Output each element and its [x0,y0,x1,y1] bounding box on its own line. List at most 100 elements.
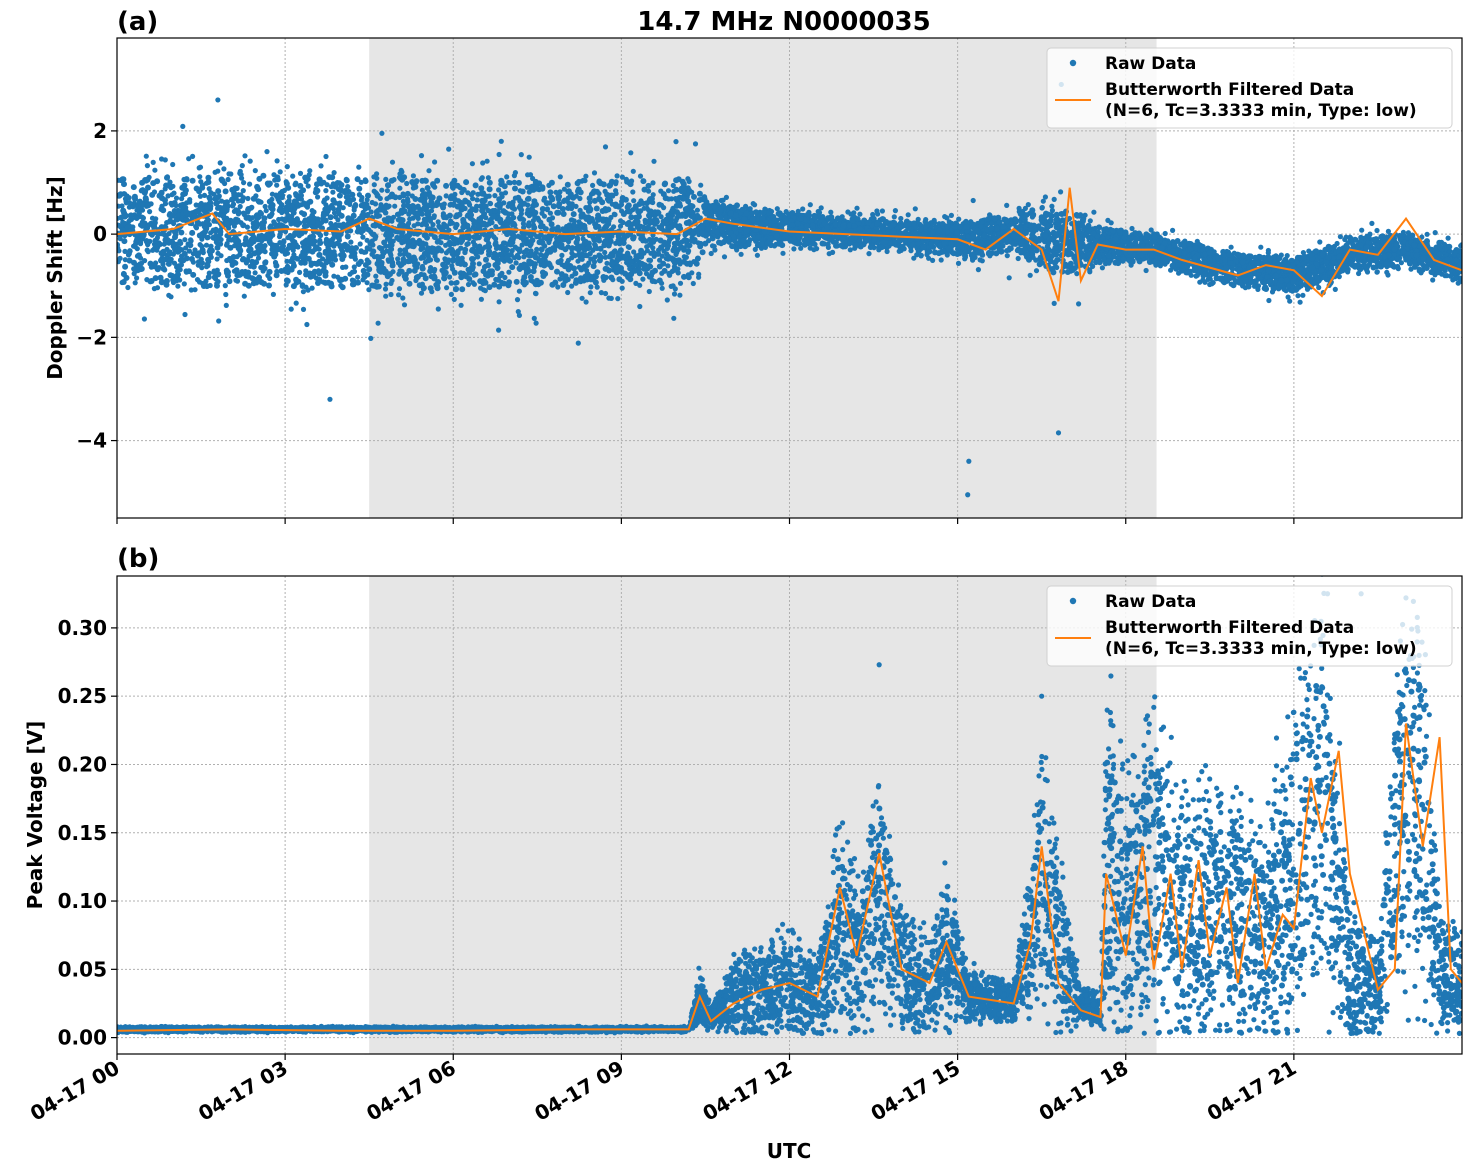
raw-data-point [274,158,280,164]
raw-data-point [358,249,364,255]
raw-data-point [389,159,396,165]
raw-data-point [356,192,362,198]
raw-data-point [397,185,403,191]
raw-data-point [970,197,976,204]
raw-data-point [979,258,985,264]
raw-data-point [677,292,683,298]
raw-data-point [526,154,532,160]
raw-data-point [223,291,229,298]
raw-data-point [791,246,797,252]
raw-data-point [905,212,911,218]
raw-data-point [252,168,258,174]
raw-data-point [525,172,531,178]
raw-data-point [1337,234,1343,240]
raw-data-point [161,241,167,247]
raw-data-point [470,280,476,286]
raw-data-point [1058,189,1064,195]
raw-data-point [1255,283,1262,289]
raw-data-point [1228,244,1234,250]
raw-data-point [811,247,817,253]
raw-data-point [847,247,853,253]
raw-data-point [136,210,142,217]
raw-data-point [1374,227,1380,234]
raw-data-point [375,320,381,326]
raw-data-point [282,217,288,223]
raw-data-point [1049,207,1055,214]
raw-data-point [1251,283,1258,289]
raw-data-point [561,186,568,192]
raw-data-point [345,184,351,190]
raw-data-point [277,240,283,246]
raw-data-point [183,245,189,251]
raw-data-point [573,203,579,209]
raw-data-point [955,260,962,266]
raw-data-point [435,219,441,225]
raw-data-point [216,318,222,324]
raw-data-point [505,203,511,209]
raw-data-point [1143,267,1149,274]
raw-data-point [307,168,313,174]
raw-data-point [577,195,583,202]
raw-data-point [469,161,475,167]
raw-data-point [1006,275,1012,281]
raw-data-point [510,215,516,221]
raw-data-point [1300,250,1306,256]
raw-data-point [182,237,188,243]
raw-data-point [357,241,363,247]
raw-data-point [498,138,504,144]
raw-data-point [247,181,253,187]
raw-data-point [896,248,902,254]
raw-data-point [154,285,161,291]
raw-data-point [443,250,449,256]
raw-data-point [238,172,244,178]
raw-data-point [197,174,203,180]
raw-data-point [208,190,214,196]
raw-data-point [274,182,280,188]
raw-data-point [180,123,186,129]
raw-data-point [516,312,523,318]
raw-data-point [518,152,524,158]
raw-data-point [542,195,548,201]
raw-data-point [487,201,494,207]
raw-data-point [139,214,145,220]
raw-data-point [141,316,147,322]
raw-data-point [368,335,374,341]
raw-data-point [388,252,394,258]
raw-data-point [1265,250,1271,256]
raw-data-point [1039,236,1045,242]
raw-data-point [398,167,404,173]
raw-data-point [252,270,258,276]
raw-data-point [351,268,358,275]
raw-data-point [297,170,304,176]
raw-data-point [1197,279,1203,285]
raw-data-point [404,180,410,187]
raw-data-point [418,290,425,296]
raw-data-point [286,194,292,200]
raw-data-point [1099,265,1105,271]
raw-data-point [371,182,377,188]
raw-data-point [590,182,596,188]
raw-data-point [188,237,194,243]
raw-data-point [519,230,525,236]
raw-data-point [124,194,130,200]
raw-data-point [619,285,625,291]
raw-data-point [496,187,502,193]
raw-data-point [583,173,589,179]
raw-data-point [190,153,196,159]
raw-data-point [411,240,417,246]
raw-data-point [410,173,416,179]
raw-data-point [496,151,502,158]
raw-data-point [557,276,563,282]
raw-data-point [447,239,453,245]
raw-data-point [708,250,714,257]
raw-data-point [162,157,168,163]
raw-data-point [583,299,589,305]
raw-data-point [1051,196,1057,202]
raw-data-point [547,210,554,216]
raw-data-point [750,201,756,207]
raw-data-point [122,257,128,263]
raw-data-point [644,205,650,211]
raw-data-point [465,241,471,247]
raw-data-point [580,177,586,183]
raw-data-point [613,188,619,194]
